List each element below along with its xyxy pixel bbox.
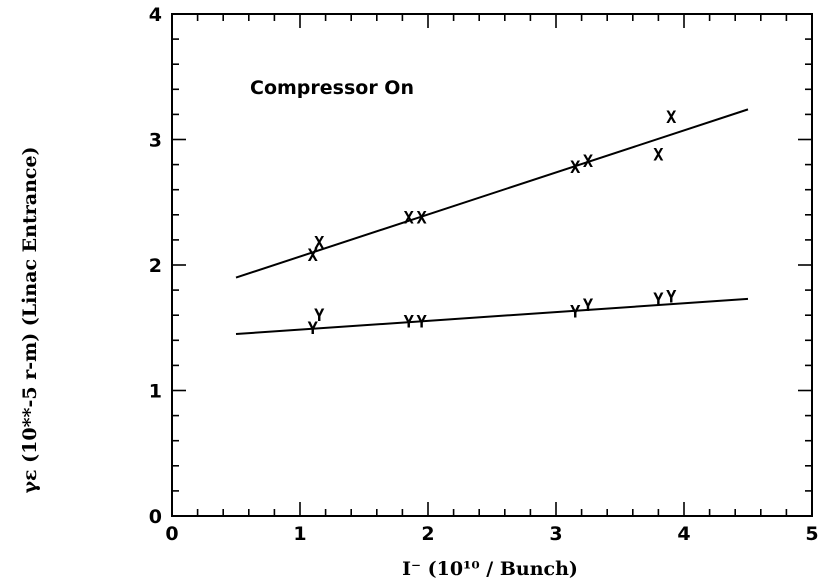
x-axis-label: I⁻ (10¹⁰ / Bunch) (402, 558, 578, 580)
fit-line-y (235, 297, 749, 336)
y-tick-label: 4 (149, 4, 162, 26)
data-point-x: X (416, 208, 427, 228)
x-tick-label: 2 (421, 523, 434, 545)
data-point-y: Y (653, 290, 664, 310)
x-tick-labels: 0 1 2 3 4 5 (165, 523, 818, 545)
plot-frame (171, 13, 813, 517)
data-point-x: X (666, 108, 677, 128)
data-point-y: Y (570, 302, 581, 322)
data-point-y: Y (416, 312, 427, 332)
x-tick-label: 0 (165, 523, 178, 545)
x-tick-label: 3 (549, 523, 562, 545)
fit-lines (235, 108, 749, 336)
data-point-y: Y (308, 319, 319, 339)
y-tick-labels: 0 1 2 3 4 (149, 4, 162, 528)
data-point-x: X (308, 246, 319, 266)
data-point-x: X (583, 152, 594, 172)
data-point-y: Y (583, 296, 594, 316)
data-point-x: X (653, 146, 664, 166)
annotation-compressor-on: Compressor On (250, 77, 414, 99)
axis-ticks (171, 13, 813, 517)
fit-line-x (235, 108, 749, 279)
data-point-x: X (404, 208, 415, 228)
data-point-x: X (314, 233, 325, 253)
data-point-y: Y (314, 306, 325, 326)
y-tick-label: 0 (149, 506, 162, 528)
x-tick-label: 5 (805, 523, 818, 545)
x-tick-label: 4 (677, 523, 690, 545)
y-tick-label: 3 (149, 130, 162, 152)
data-point-y: Y (666, 287, 677, 307)
data-point-y: Y (404, 312, 415, 332)
data-point-x: X (570, 158, 581, 178)
y-tick-label: 2 (149, 255, 162, 277)
x-tick-label: 1 (293, 523, 306, 545)
y-tick-label: 1 (149, 381, 162, 403)
y-axis-label: γε (10**-5 r-m) (Linac Entrance) (19, 146, 41, 493)
